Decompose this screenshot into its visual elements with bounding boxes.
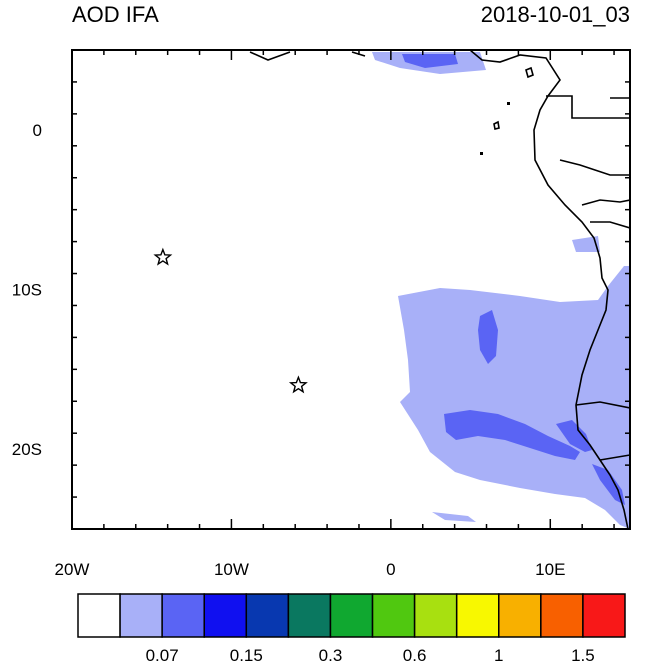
colorbar-swatch xyxy=(77,593,121,638)
colorbar-label: 0.15 xyxy=(230,646,263,665)
border-6 xyxy=(599,454,630,461)
star-icon xyxy=(288,375,308,394)
plot-frame xyxy=(71,49,631,530)
colorbar-label: 0.3 xyxy=(319,646,343,665)
island-2 xyxy=(525,66,534,79)
aod-patch-coast-small xyxy=(572,236,600,252)
colorbar-swatch xyxy=(413,593,458,638)
colorbar-label: 1.5 xyxy=(571,646,595,665)
aod-core-southcoast xyxy=(592,464,625,505)
x-tick-label: 20W xyxy=(55,560,90,579)
colorbar-label: 1 xyxy=(494,646,503,665)
colorbar-swatch xyxy=(540,593,584,638)
colorbar-swatch xyxy=(287,593,332,638)
border-3 xyxy=(581,199,630,206)
colorbar-swatch xyxy=(203,593,248,638)
small-islands xyxy=(480,102,510,155)
colorbar-swatch xyxy=(371,593,416,638)
axis-ticks xyxy=(71,49,630,530)
island-dot-2 xyxy=(480,152,483,155)
island-1 xyxy=(493,120,500,130)
border-1 xyxy=(546,95,630,119)
colorbar-swatch xyxy=(329,593,374,638)
colorbar-labels: 0.07 0.15 0.3 0.6 1 1.5 xyxy=(146,646,595,665)
colorbar-swatch xyxy=(498,593,542,638)
y-tick-label: 20S xyxy=(12,440,42,459)
y-tick-label: 10S xyxy=(12,281,42,300)
x-tick-label: 10E xyxy=(535,560,565,579)
colorbar-label: 0.6 xyxy=(403,646,427,665)
coastline xyxy=(249,50,630,529)
aod-core-band xyxy=(444,410,580,460)
border-4 xyxy=(590,221,630,229)
colorbar-swatch xyxy=(582,593,626,638)
aod-core-center xyxy=(478,310,498,364)
x-tick-label: 10W xyxy=(214,560,249,579)
x-tick-labels: 20W 10W 0 10E xyxy=(55,560,566,579)
island-dot-1 xyxy=(507,102,510,105)
aod-shading xyxy=(372,52,630,529)
colorbar-swatch xyxy=(455,593,500,638)
colorbar-label: 0.07 xyxy=(146,646,179,665)
aod-plume-wisp xyxy=(432,512,476,522)
aod-plume-south xyxy=(398,266,630,529)
colorbar xyxy=(77,593,626,638)
colorbar-swatch xyxy=(161,593,205,638)
star-markers xyxy=(153,247,308,394)
border-2 xyxy=(559,159,630,176)
x-tick-label: 0 xyxy=(386,560,395,579)
map-title: AOD IFA xyxy=(72,2,159,27)
colorbar-swatch xyxy=(119,593,163,638)
y-tick-labels: 0 10S 20S xyxy=(12,121,42,459)
gulf-coast-top xyxy=(249,51,291,61)
colorbar-swatch xyxy=(245,593,290,638)
aod-patch-north-core xyxy=(402,54,458,68)
map-timestamp: 2018-10-01_03 xyxy=(480,2,630,27)
aod-core-coast xyxy=(556,420,592,452)
y-tick-label: 0 xyxy=(33,121,42,140)
star-icon xyxy=(153,247,173,266)
africa-coastline xyxy=(469,50,629,529)
border-5 xyxy=(575,401,630,409)
